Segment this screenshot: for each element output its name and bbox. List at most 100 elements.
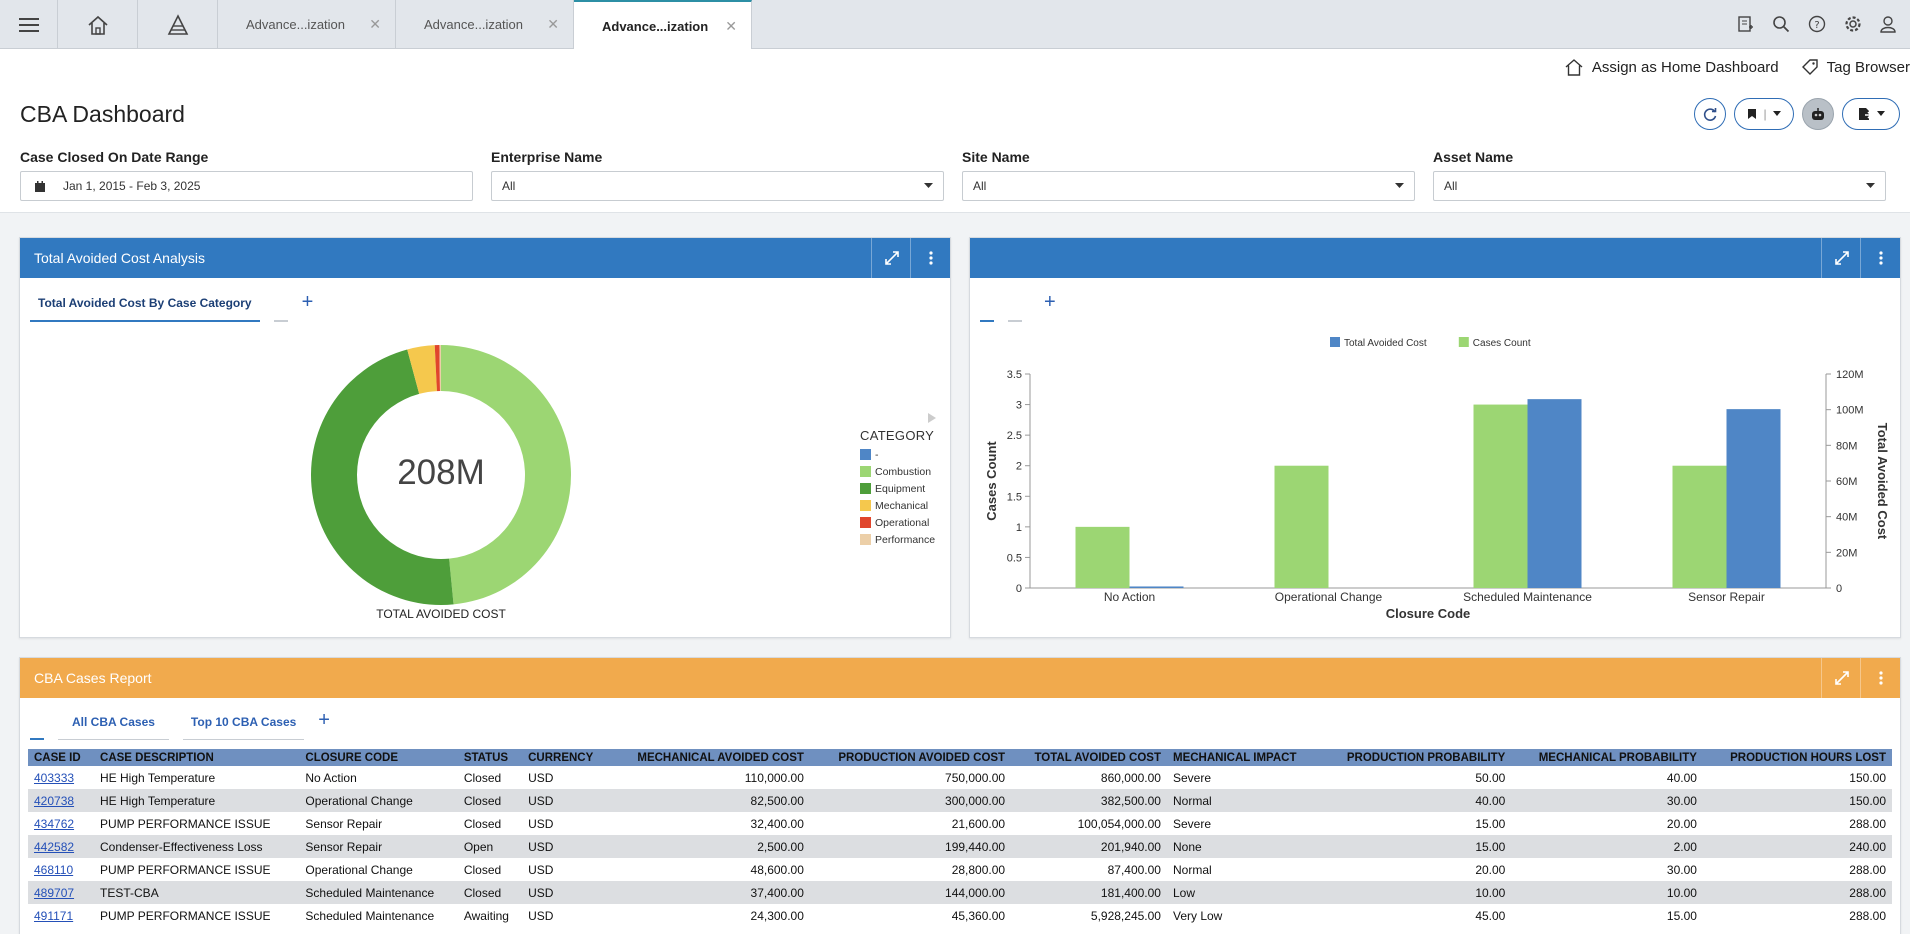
table-cell[interactable]: 489707 <box>28 881 95 904</box>
user-icon[interactable] <box>1880 15 1896 33</box>
tab-placeholder[interactable] <box>30 738 44 740</box>
checklist-icon[interactable] <box>1736 15 1754 33</box>
table-row[interactable]: 491171 PUMP PERFORMANCE ISSUE Scheduled Ma… <box>28 904 1892 927</box>
tab-1[interactable]: Advance...ization ✕ <box>218 0 396 49</box>
add-tab-button[interactable]: + <box>1044 291 1056 313</box>
more-button[interactable] <box>1860 238 1900 278</box>
donut-slice-performance[interactable] <box>439 345 441 392</box>
home-icon <box>1565 59 1583 76</box>
tag-browser-link[interactable]: Tag Browser <box>1801 58 1910 76</box>
case-id-link[interactable]: 420738 <box>34 793 75 808</box>
donut-slice-combustion[interactable] <box>441 345 572 605</box>
column-header[interactable]: MECHANICAL AVOIDED COST <box>608 749 810 766</box>
refresh-button[interactable] <box>1694 98 1726 130</box>
column-header[interactable]: MECHANICAL IMPACT <box>1166 749 1320 766</box>
expand-button[interactable] <box>1821 238 1861 278</box>
tab-top-10-cba-cases[interactable]: Top 10 CBA Cases <box>182 715 305 740</box>
close-icon[interactable]: ✕ <box>547 16 559 32</box>
site-select[interactable]: All <box>962 171 1415 201</box>
case-id-link[interactable]: 403333 <box>34 770 75 785</box>
x-tick-label: Scheduled Maintenance <box>1463 590 1592 604</box>
table-row[interactable]: 434762 PUMP PERFORMANCE ISSUE Sensor Repai… <box>28 812 1892 835</box>
legend-item[interactable]: Combustion <box>860 463 935 480</box>
bar-total-avoided-cost[interactable] <box>1129 586 1184 588</box>
search-icon[interactable] <box>1772 15 1790 33</box>
menu-button[interactable] <box>0 0 58 49</box>
calendar-icon <box>35 180 45 192</box>
chevron-down-icon <box>1772 111 1781 116</box>
tab-placeholder[interactable] <box>980 320 994 322</box>
column-header[interactable]: TOTAL AVOIDED COST <box>1011 749 1167 766</box>
table-cell[interactable]: 442582 <box>28 835 95 858</box>
donut-slice-operational[interactable] <box>434 345 440 392</box>
column-header[interactable]: CLOSURE CODE <box>299 749 458 766</box>
legend-item[interactable]: Operational <box>860 514 935 531</box>
bookmark-button[interactable]: | <box>1734 98 1794 130</box>
export-button[interactable] <box>1842 98 1900 130</box>
bar-total-avoided-cost[interactable] <box>1527 399 1582 588</box>
column-header[interactable]: PRODUCTION PROBABILITY <box>1319 749 1512 766</box>
add-tab-button[interactable]: + <box>301 291 314 313</box>
column-header[interactable]: CURRENCY <box>522 749 609 766</box>
more-button[interactable] <box>910 238 950 278</box>
case-id-link[interactable]: 434762 <box>34 816 75 831</box>
column-header[interactable]: PRODUCTION AVOIDED COST <box>809 749 1012 766</box>
case-id-link[interactable]: 491171 <box>34 908 74 923</box>
donut-slice-mechanical[interactable] <box>407 345 437 394</box>
gear-icon[interactable] <box>1844 15 1862 33</box>
assign-home-link[interactable]: Assign as Home Dashboard <box>1564 57 1779 77</box>
column-header[interactable]: CASE ID <box>28 749 95 766</box>
home-button[interactable] <box>58 0 138 49</box>
column-header[interactable]: STATUS <box>457 749 523 766</box>
close-icon[interactable]: ✕ <box>369 16 381 32</box>
table-cell[interactable]: 434762 <box>28 812 94 835</box>
bar-cases-count[interactable] <box>1274 465 1329 588</box>
table-cell[interactable]: 468110 <box>28 858 94 881</box>
column-header[interactable]: CASE DESCRIPTION <box>94 749 300 766</box>
add-tab-button[interactable]: + <box>318 709 330 731</box>
tab-avoided-cost-by-category[interactable]: Total Avoided Cost By Case Category <box>30 296 260 322</box>
expand-button[interactable] <box>871 238 911 278</box>
pyramid-button[interactable] <box>138 0 218 49</box>
case-id-link[interactable]: 489707 <box>34 885 75 900</box>
table-row[interactable]: 420738 HE High Temperature Operational Cha… <box>28 789 1892 812</box>
case-id-link[interactable]: 442582 <box>34 839 75 854</box>
case-id-link[interactable]: 468110 <box>34 862 74 877</box>
asset-select[interactable]: All <box>1433 171 1886 201</box>
close-icon[interactable]: ✕ <box>725 17 737 34</box>
table-cell[interactable]: 420738 <box>28 789 95 812</box>
table-row[interactable]: 489707 TEST-CBA Scheduled Maintenance Close… <box>28 881 1892 904</box>
table-cell: PUMP PERFORMANCE ISSUE <box>100 816 271 831</box>
tab-all-cba-cases[interactable]: All CBA Cases <box>58 715 169 740</box>
legend-item[interactable]: Performance <box>860 531 935 548</box>
bar-cases-count[interactable] <box>1672 465 1727 588</box>
chevron-down-icon <box>1395 183 1404 188</box>
legend-item[interactable]: - <box>860 446 935 463</box>
legend-swatch <box>860 500 871 511</box>
play-icon[interactable] <box>928 413 936 423</box>
bar-cases-count[interactable] <box>1473 404 1528 588</box>
legend-item[interactable]: Mechanical <box>860 497 935 514</box>
tab-placeholder[interactable] <box>273 320 288 322</box>
table-row[interactable]: 403333 HE High Temperature No Action Closed… <box>28 766 1892 789</box>
table-cell[interactable]: 491171 <box>28 904 94 927</box>
legend-label: Total Avoided Cost <box>1344 338 1427 349</box>
column-header[interactable]: MECHANICAL PROBABILITY <box>1511 749 1703 766</box>
column-header[interactable]: PRODUCTION HOURS LOST <box>1702 749 1892 766</box>
tab-2[interactable]: Advance...ization ✕ <box>396 0 574 49</box>
help-icon[interactable]: ? <box>1808 15 1826 33</box>
legend-item[interactable]: Equipment <box>860 480 935 497</box>
enterprise-select[interactable]: All <box>491 171 944 201</box>
more-button[interactable] <box>1860 658 1900 698</box>
expand-button[interactable] <box>1821 658 1861 698</box>
tab-placeholder[interactable] <box>1008 320 1022 322</box>
bar-total-avoided-cost[interactable] <box>1726 409 1781 588</box>
robot-button[interactable] <box>1802 98 1834 130</box>
donut-slice-equipment[interactable] <box>310 349 454 605</box>
table-row[interactable]: 468110 PUMP PERFORMANCE ISSUE Operational … <box>28 858 1892 881</box>
table-row[interactable]: 442582 Condenser-Effectiveness Loss Sensor… <box>28 835 1892 858</box>
tab-3[interactable]: Advance...ization ✕ <box>574 0 752 50</box>
bar-cases-count[interactable] <box>1075 526 1130 588</box>
table-cell[interactable]: 403333 <box>28 766 94 789</box>
date-range-input[interactable]: Jan 1, 2015 - Feb 3, 2025 <box>20 171 473 201</box>
